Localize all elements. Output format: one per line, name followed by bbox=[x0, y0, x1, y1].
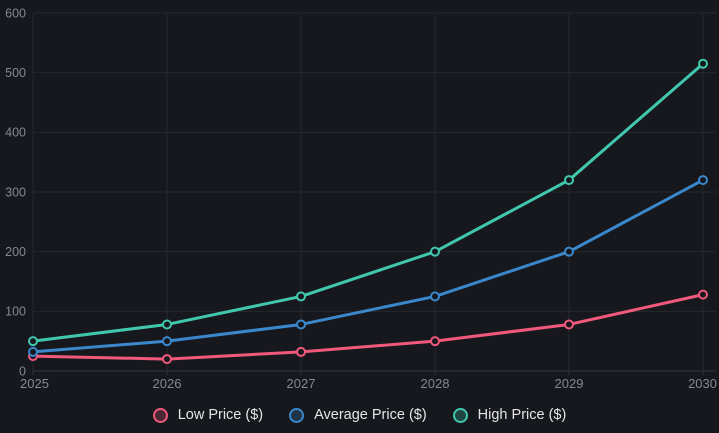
y-axis-tick-label: 400 bbox=[5, 126, 26, 140]
legend-item-label: Low Price ($) bbox=[177, 407, 264, 423]
data-point-marker[interactable] bbox=[564, 246, 574, 257]
legend-item-average[interactable]: Average Price ($) bbox=[289, 407, 427, 423]
data-point-marker[interactable] bbox=[162, 336, 172, 347]
data-point-marker[interactable] bbox=[698, 289, 708, 300]
chart-legend: Low Price ($) Average Price ($) High Price… bbox=[0, 401, 719, 429]
legend-item-label: High Price ($) bbox=[477, 407, 567, 423]
series-line-average bbox=[31, 178, 705, 354]
data-point-marker[interactable] bbox=[296, 291, 306, 302]
x-axis-tick-label: 2027 bbox=[287, 376, 316, 391]
y-axis-tick-label: 100 bbox=[5, 305, 26, 319]
legend-item-high[interactable]: High Price ($) bbox=[452, 407, 567, 423]
legend-item-low[interactable]: Low Price ($) bbox=[152, 407, 264, 423]
data-point-marker[interactable] bbox=[28, 346, 38, 357]
x-axis-tick-label: 2030 bbox=[688, 376, 717, 391]
y-axis-tick-label: 0 bbox=[19, 364, 26, 378]
chart-plot-area: 0 100 200 300 400 500 600 2025 2026 2027 2028 2029 2… bbox=[5, 6, 717, 391]
x-axis-tick-label: 2029 bbox=[555, 376, 584, 391]
y-axis-tick-label: 500 bbox=[5, 66, 26, 80]
data-point-marker[interactable] bbox=[564, 319, 574, 330]
series-line-low bbox=[31, 293, 705, 361]
y-axis-tick-label: 300 bbox=[5, 185, 26, 199]
legend-marker-icon bbox=[452, 407, 468, 423]
data-point-marker[interactable] bbox=[162, 319, 172, 330]
x-axis-tick-label: 2025 bbox=[20, 376, 49, 391]
x-axis-tick-label: 2026 bbox=[153, 376, 182, 391]
series-line-high bbox=[31, 62, 705, 343]
data-point-marker[interactable] bbox=[296, 319, 306, 330]
y-axis-tick-label: 200 bbox=[5, 245, 26, 259]
data-point-marker[interactable] bbox=[28, 336, 38, 347]
x-axis-tick-label: 2028 bbox=[421, 376, 450, 391]
data-point-marker[interactable] bbox=[430, 246, 440, 257]
data-point-marker[interactable] bbox=[430, 336, 440, 347]
data-point-marker[interactable] bbox=[162, 354, 172, 365]
data-point-marker[interactable] bbox=[698, 58, 708, 69]
legend-marker-icon bbox=[152, 407, 168, 423]
data-point-marker[interactable] bbox=[698, 175, 708, 186]
y-axis-tick-label: 600 bbox=[5, 6, 26, 20]
data-point-marker[interactable] bbox=[296, 346, 306, 357]
legend-item-label: Average Price ($) bbox=[314, 407, 427, 423]
legend-marker-icon bbox=[289, 407, 305, 423]
data-point-marker[interactable] bbox=[564, 175, 574, 186]
data-point-marker[interactable] bbox=[430, 291, 440, 302]
